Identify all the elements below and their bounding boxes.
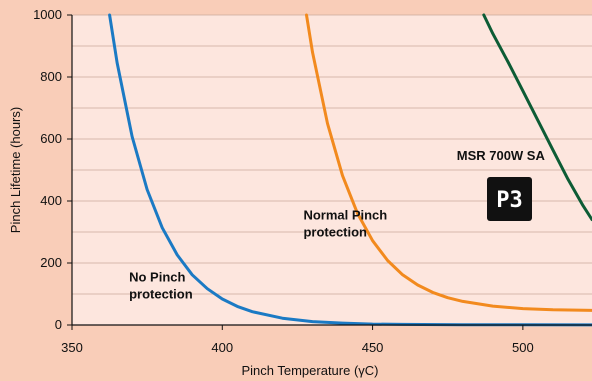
- series-line-2: [305, 13, 592, 312]
- y-tick-label: 400: [40, 193, 62, 208]
- y-tick-label: 200: [40, 255, 62, 270]
- x-tick-label: 500: [512, 340, 534, 355]
- x-tick-label: 400: [211, 340, 233, 355]
- p3-badge-text: P3: [496, 188, 523, 213]
- p3-badge-box: [487, 177, 532, 221]
- series-line-3: [482, 13, 592, 222]
- x-axis-title: Pinch Temperature (γC): [241, 363, 378, 378]
- annotations: No Pinch protection Normal Pinch protection…: [129, 148, 545, 302]
- y-tick-label: 1000: [33, 7, 62, 22]
- curve-annotation-1: No Pinch protection: [129, 270, 193, 302]
- curve-annotation-3: MSR 700W SA: [457, 148, 546, 163]
- annotation-line: Normal Pinch: [303, 208, 387, 223]
- y-tick-label: 600: [40, 131, 62, 146]
- annotation-line: No Pinch: [129, 270, 185, 285]
- annotation-line: protection: [129, 287, 193, 302]
- curve-annotation-2: Normal Pinch protection: [303, 208, 387, 240]
- y-axis-title: Pinch Lifetime (hours): [8, 107, 23, 233]
- annotation-line: MSR 700W SA: [457, 148, 546, 163]
- annotation-line: protection: [303, 225, 367, 240]
- axes: 0 200 400 600 800 1000 350 400 450 500 Pinch Tempe…: [8, 7, 592, 378]
- y-tick-label: 0: [55, 317, 62, 332]
- y-tick-label: 800: [40, 69, 62, 84]
- x-tick-label: 450: [362, 340, 384, 355]
- x-tick-label: 350: [61, 340, 83, 355]
- p3-logo-badge: P3: [487, 177, 532, 221]
